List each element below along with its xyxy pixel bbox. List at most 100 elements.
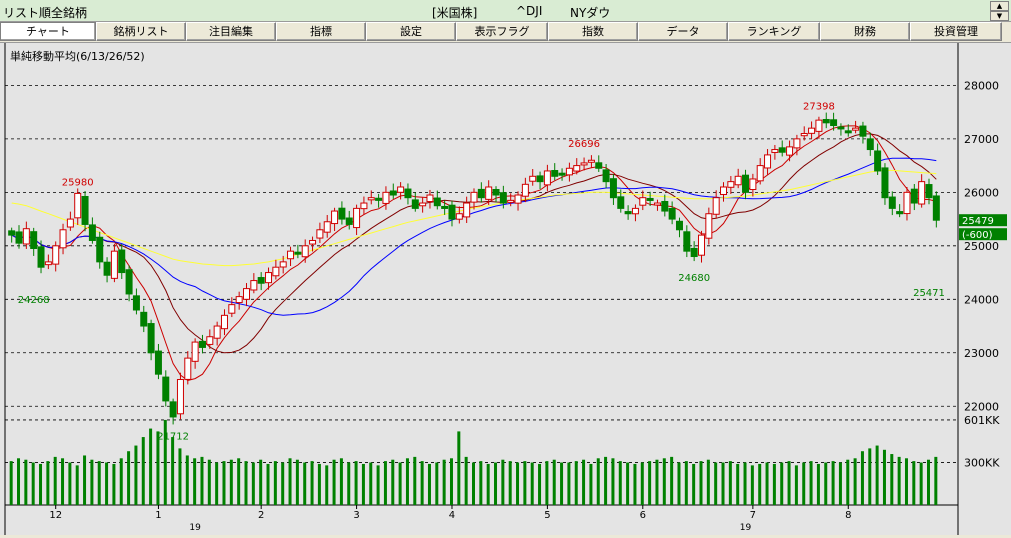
annotation-low-21712: 21712 — [157, 432, 189, 443]
candle-up — [52, 245, 60, 265]
volume-bar — [251, 462, 255, 505]
candle-up — [543, 170, 551, 186]
volume-bar — [479, 461, 483, 505]
volume-bar — [361, 463, 365, 505]
candle-down — [147, 323, 155, 354]
volume-bar — [567, 462, 571, 505]
candle-down — [690, 247, 698, 258]
volume-bar — [846, 459, 850, 505]
volume-bar — [714, 462, 718, 505]
volume-bar — [875, 445, 879, 505]
volume-bar — [457, 431, 461, 505]
volume-bar — [765, 462, 769, 505]
volume-bar — [383, 461, 387, 505]
tab-5[interactable]: 設定 — [366, 22, 456, 41]
volume-bar — [772, 463, 776, 505]
candle-down — [778, 147, 786, 153]
tab-4[interactable]: 指標 — [276, 22, 366, 41]
candle-up — [852, 127, 860, 131]
candle-down — [411, 199, 419, 209]
candle-down — [477, 188, 485, 199]
spin-buttons[interactable]: ▲ ▼ — [990, 1, 1009, 22]
tab-2[interactable]: 銘柄リスト — [96, 22, 186, 41]
volume-bar — [728, 461, 732, 505]
y-tick-label: 23000 — [964, 347, 999, 360]
annotation-low-24268: 24268 — [18, 295, 50, 306]
candle-down — [30, 231, 38, 249]
candle-down — [837, 126, 845, 130]
y-tick-label: 25000 — [964, 240, 999, 253]
volume-bar — [46, 461, 50, 505]
scroll-up-icon[interactable]: ▲ — [990, 1, 1009, 11]
candle-up — [470, 191, 478, 203]
volume-bar — [325, 465, 329, 505]
tab-3[interactable]: 注目編集 — [186, 22, 276, 41]
volume-bar — [347, 462, 351, 505]
volume-bar — [391, 459, 395, 505]
change-tag — [959, 228, 1007, 241]
candle-up — [587, 159, 595, 163]
candlestick-chart[interactable]: 単純移動平均(6/13/26/52)2200023000240002500026… — [0, 43, 1011, 535]
volume-bar — [640, 462, 644, 505]
volume-bar — [171, 437, 175, 505]
tab-10[interactable]: 財務 — [820, 22, 910, 41]
candle-up — [463, 202, 471, 218]
volume-bar — [809, 461, 813, 505]
volume-bar — [618, 461, 622, 505]
candle-up — [243, 288, 251, 300]
candle-up — [712, 197, 720, 215]
candle-down — [198, 340, 206, 348]
candle-down — [448, 204, 456, 220]
volume-bar — [574, 461, 578, 505]
candle-down — [8, 230, 16, 236]
volume-bar — [662, 458, 666, 505]
tab-1[interactable]: チャート — [0, 22, 96, 41]
candle-up — [800, 133, 808, 137]
candle-down — [822, 118, 830, 124]
candle-down — [103, 261, 111, 276]
candle-down — [859, 125, 867, 137]
volume-bar — [178, 448, 182, 505]
volume-bar — [222, 461, 226, 505]
volume-bar — [354, 461, 358, 505]
volume-bar — [39, 463, 43, 505]
volume-bar — [376, 465, 380, 505]
candle-down — [345, 217, 353, 225]
candle-up — [771, 149, 779, 153]
candle-up — [367, 197, 375, 201]
tab-8[interactable]: データ — [638, 22, 728, 41]
candle-down — [683, 231, 691, 252]
annotation-low-24680: 24680 — [678, 273, 710, 284]
candle-down — [558, 172, 566, 176]
candle-up — [734, 175, 742, 186]
volume-bar — [464, 456, 468, 505]
volume-bar — [596, 458, 600, 505]
volume-bar — [215, 462, 219, 505]
tab-11[interactable]: 投資管理 — [910, 22, 1002, 41]
y-tick-label: 22000 — [964, 400, 999, 413]
tab-9[interactable]: ランキング — [728, 22, 820, 41]
candle-up — [279, 261, 287, 268]
candle-up — [397, 186, 405, 193]
volume-bar — [486, 463, 490, 505]
annotation-low-25471: 25471 — [913, 288, 945, 299]
volume-bar — [193, 458, 197, 505]
candle-up — [66, 218, 74, 228]
volume-bar — [31, 462, 35, 505]
candle-up — [74, 192, 82, 219]
volume-bar — [413, 456, 417, 505]
scroll-down-icon[interactable]: ▼ — [990, 11, 1009, 21]
market-label: [米国株] — [432, 6, 478, 20]
volume-bar — [127, 451, 131, 505]
candle-down — [932, 195, 940, 221]
candle-down — [675, 220, 683, 231]
volume-bar — [17, 458, 21, 505]
candle-down — [433, 197, 441, 207]
volume-bar — [853, 458, 857, 505]
tab-6[interactable]: 表示フラグ — [456, 22, 548, 41]
candle-down — [830, 119, 838, 126]
tab-7[interactable]: 指数 — [548, 22, 638, 41]
ma-line-ma26 — [11, 157, 937, 316]
tab-bar: チャート 銘柄リスト 注目編集 指標 設定 表示フラグ 指数 データ ランキング 財務 投資管理 — [0, 22, 1011, 42]
candle-up — [514, 194, 522, 204]
